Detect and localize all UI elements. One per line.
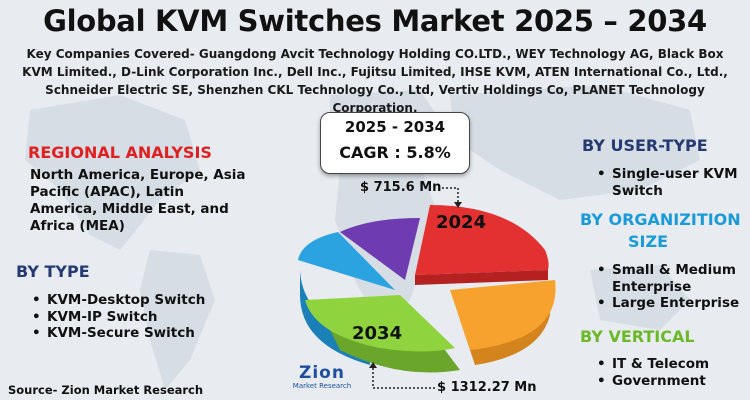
by-type-heading: BY TYPE [16, 262, 90, 281]
list-item: KVM-Desktop Switch [30, 292, 205, 309]
list-item: Government [595, 373, 709, 390]
zion-logo: Zion Market Research [282, 364, 362, 390]
list-item: Single-user KVM Switch [595, 166, 740, 199]
page-title: Global KVM Switches Market 2025 – 2034 [43, 4, 707, 38]
organization-size-list: Small & Medium Enterprise Large Enterpri… [595, 262, 745, 312]
pie-label-2024: 2024 [436, 212, 487, 233]
pie-label-2034: 2034 [352, 323, 403, 344]
cagr-years: 2025 - 2034 [344, 118, 446, 136]
vertical-list: IT & Telecom Government [595, 356, 709, 389]
by-organization-heading: BY ORGANIZITION [580, 210, 741, 229]
logo-text: Zion [299, 363, 345, 383]
pie-slice-blue [298, 232, 395, 290]
regional-analysis-heading: REGIONAL ANALYSIS [28, 143, 212, 162]
pie-slice-purple [340, 218, 420, 280]
regional-analysis-text: North America, Europe, Asia Pacific (APA… [30, 167, 246, 234]
cagr-box: 2025 - 2034 CAGR : 5.8% [320, 112, 470, 174]
by-user-type-heading: BY USER-TYPE [582, 136, 708, 155]
pie-chart-graphic [298, 205, 556, 373]
pie-slice-green [305, 295, 455, 352]
cagr-value: CAGR : 5.8% [339, 143, 451, 162]
user-type-list: Single-user KVM Switch [595, 166, 740, 199]
pie-slice-orange [450, 280, 556, 350]
type-list: KVM-Desktop Switch KVM-IP Switch KVM-Sec… [30, 292, 205, 342]
key-companies-text: Key Companies Covered- Guangdong Avcit T… [22, 47, 728, 115]
value-2024-callout: $ 715.6 Mn [360, 180, 442, 195]
list-item: KVM-IP Switch [30, 309, 205, 326]
dotted-arrow-icon [369, 362, 435, 389]
source-note: Source- Zion Market Research [8, 383, 204, 397]
list-item: Large Enterprise [595, 295, 745, 312]
pie-side-red [415, 270, 548, 285]
by-organization-heading-line2: SIZE [628, 232, 669, 251]
list-item: KVM-Secure Switch [30, 325, 205, 342]
dotted-arrow-icon [442, 187, 462, 208]
value-2034-callout: $ 1312.27 Mn [437, 380, 537, 395]
list-item: Small & Medium Enterprise [595, 262, 745, 295]
list-item: IT & Telecom [595, 356, 709, 373]
logo-subtext: Market Research [292, 382, 352, 390]
pie-slice-red [415, 205, 549, 275]
by-vertical-heading: BY VERTICAL [580, 327, 695, 346]
